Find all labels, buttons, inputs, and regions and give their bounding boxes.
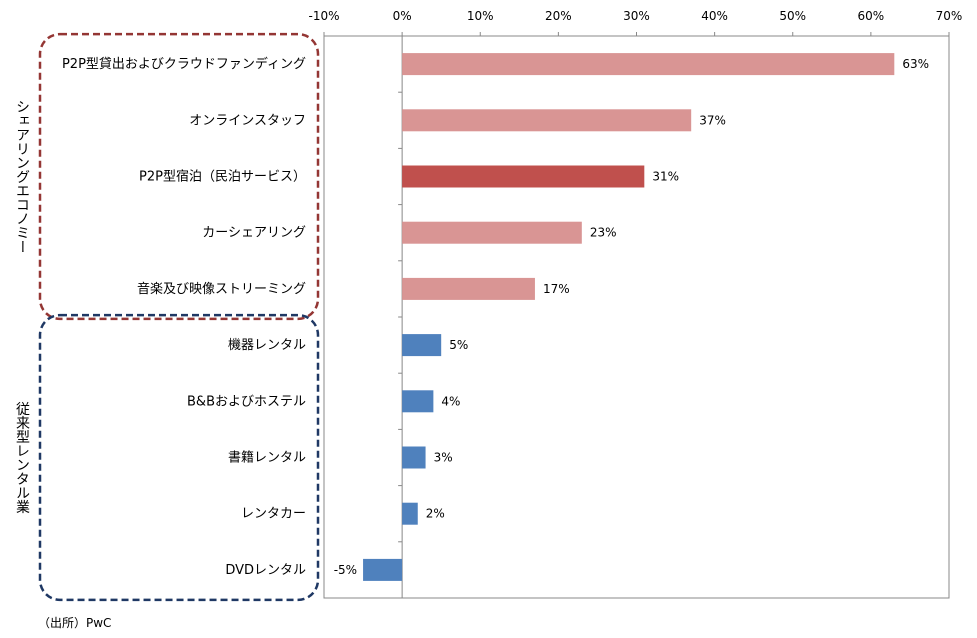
x-tick-label: 40%: [701, 9, 728, 23]
category-label: カーシェアリング: [202, 226, 306, 241]
bar: [402, 446, 426, 469]
category-label: P2P型宿泊（民泊サービス）: [139, 169, 306, 185]
source-note: （出所）PwC: [38, 616, 112, 630]
data-label: -5%: [334, 563, 357, 577]
data-label: 37%: [699, 113, 726, 127]
category-label: レンタカー: [241, 507, 306, 522]
bar: [363, 558, 403, 581]
data-label: 5%: [449, 338, 468, 352]
category-label: 音楽及び映像ストリーミング: [137, 281, 306, 297]
data-label: 3%: [434, 451, 453, 465]
data-label: 17%: [543, 282, 570, 296]
bar: [402, 221, 582, 244]
bar: [402, 502, 418, 525]
x-tick-label: 20%: [545, 9, 572, 23]
bar: [402, 334, 442, 357]
category-label: オンラインスタッフ: [189, 113, 306, 128]
x-tick-label: 60%: [858, 9, 885, 23]
x-tick-label: 30%: [623, 9, 650, 23]
x-tick-label: 50%: [779, 9, 806, 23]
group-label: 従来型レンタル業: [14, 402, 30, 514]
x-tick-label: 10%: [467, 9, 494, 23]
category-label: B&Bおよびホステル: [187, 394, 306, 409]
x-tick-label: -10%: [308, 9, 339, 23]
group-box: [38, 32, 320, 321]
data-label: 31%: [652, 170, 679, 184]
category-label: 機器レンタル: [228, 338, 306, 353]
data-label: 4%: [441, 394, 460, 408]
group-box: [38, 313, 320, 602]
bar: [402, 53, 895, 76]
data-label: 63%: [902, 57, 929, 71]
data-label: 23%: [590, 226, 617, 240]
bar: [402, 165, 645, 188]
bar: [402, 277, 535, 300]
data-label: 2%: [426, 507, 445, 521]
category-label: 書籍レンタル: [228, 450, 306, 466]
category-label: DVDレンタル: [225, 563, 306, 578]
category-label: P2P型貸出およびクラウドファンディング: [62, 56, 306, 72]
group-label: シェアリングエコノミー: [14, 100, 30, 254]
bar: [402, 109, 692, 132]
x-tick-label: 0%: [393, 9, 412, 23]
x-tick-label: 70%: [936, 9, 963, 23]
bar: [402, 390, 434, 413]
